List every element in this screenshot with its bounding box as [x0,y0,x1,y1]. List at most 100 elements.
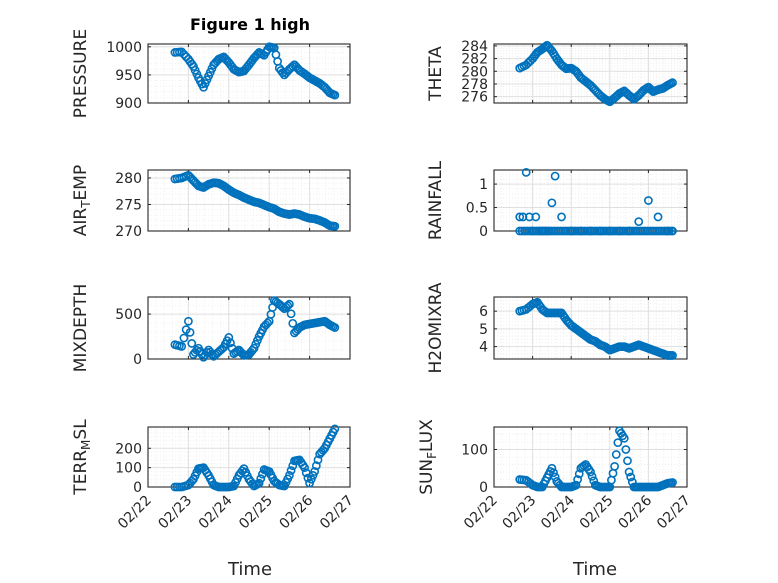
data-series-mixdepth [170,296,340,362]
y-tick-label: 0 [479,480,488,496]
subplot-rainfall: 0 0.5 1 RAINFALL [426,160,688,240]
data-point [286,309,296,319]
data-point [179,333,189,343]
data-point [256,474,266,484]
minor-grid [494,169,687,232]
y-axis-label-part: THETA [426,46,446,102]
y-axis-label-part: TERR [71,450,91,496]
data-point [668,351,677,360]
y-tick-label: 1 [479,177,488,193]
data-series-pressure [170,42,340,100]
y-tick-label: 0.5 [466,201,488,217]
y-tick-label: 4 [479,340,488,356]
y-tick-label: 100 [115,461,142,477]
data-point [531,212,541,222]
y-axis-label-part: SL [71,419,91,440]
data-point [573,475,583,484]
data-point [624,467,634,477]
y-tick-label: 200 [115,441,142,457]
data-point [232,346,242,356]
data-series-sun_flux [515,426,677,492]
y-tick-label: 500 [115,307,142,323]
y-tick-label: 0 [479,224,488,240]
data-point [254,478,264,488]
data-point [550,171,560,181]
data-point [549,468,558,478]
data-point [288,61,298,71]
data-point [634,217,644,227]
data-point [284,299,294,309]
x-axis-label-right: Time [572,559,617,580]
y-axis-label: AIRTEMP [71,165,93,236]
data-point [644,196,653,205]
y-axis-label-part: LUX [417,419,437,452]
y-axis-label-part: EMP [71,165,91,201]
y-axis-label: H2OMIXRA [426,282,446,373]
data-point [330,424,340,434]
data-point [278,68,288,78]
data-point [288,318,298,328]
data-point [571,480,581,490]
y-tick-label: 950 [115,68,142,84]
data-point [521,167,531,177]
tick-marks [147,427,351,488]
data-point [177,47,187,57]
y-axis-label: TERRMSL [71,419,93,496]
y-axis-label-part: H2OMIXRA [426,282,446,373]
data-point [263,318,272,328]
data-point [668,478,677,487]
subplot-air_temp: 270 275 280 AIRTEMP [71,165,351,240]
data-point [313,455,323,465]
axes-box [147,43,351,104]
y-axis-label-subscript: M [79,440,93,450]
data-point [515,212,525,222]
data-point [300,463,309,473]
plot-area [148,44,350,103]
y-tick-label: 900 [115,96,142,112]
y-axis-label: PRESSURE [71,29,91,118]
data-point [587,471,597,481]
data-point [621,445,631,454]
data-series-theta [515,40,677,107]
y-tick-label: 5 [479,322,488,338]
y-axis-label: SUNFLUX [417,419,439,495]
data-point [226,338,235,348]
data-point [311,461,321,471]
data-point [284,470,294,480]
data-series-rainfall [515,167,677,236]
x-axis-label-left: Time [227,559,272,580]
y-tick-label: 280 [461,64,488,80]
data-point [330,90,340,100]
data-point [586,467,595,477]
data-point [547,198,557,208]
tick-marks [493,297,688,359]
data-series-air_temp [170,170,340,231]
y-tick-label: 270 [115,224,142,240]
y-tick-label: 276 [461,90,488,106]
data-point [668,78,677,88]
y-axis-label-part: MIXDEPTH [71,284,91,373]
data-point [185,327,195,337]
y-axis-label: THETA [426,46,446,102]
data-point [626,472,636,482]
data-point [330,221,340,231]
y-axis-label-subscript: F [425,452,439,459]
y-tick-label: 280 [115,171,142,187]
data-point [286,466,296,475]
data-series-terr_msl [170,424,340,492]
y-tick-label: 278 [461,77,488,93]
data-point [574,469,584,479]
data-point [610,461,620,471]
axes-box [493,296,688,360]
y-tick-label: 1000 [106,40,142,56]
plot-area [494,170,687,231]
y-axis-label: MIXDEPTH [71,284,91,373]
data-point [187,339,197,348]
data-point [330,323,340,332]
y-tick-label: 6 [479,304,488,320]
data-point [557,212,566,222]
data-point [653,212,663,222]
tick-marks [493,170,688,232]
